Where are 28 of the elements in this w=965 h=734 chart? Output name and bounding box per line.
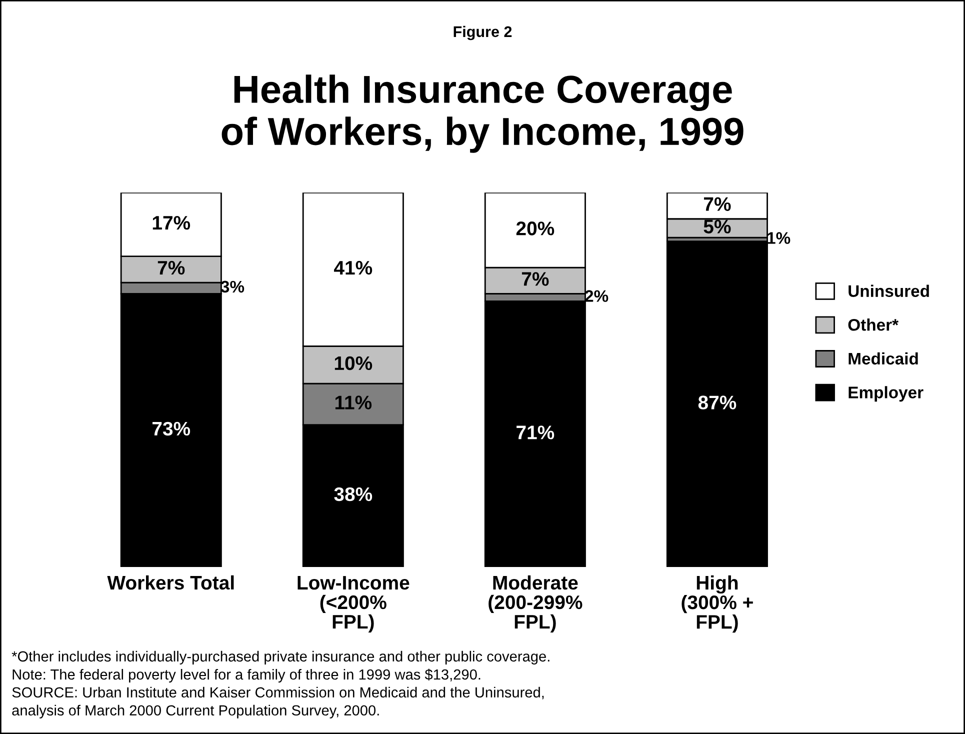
data-label: 38% <box>334 487 372 502</box>
bar <box>666 240 768 568</box>
data-label: 73% <box>152 422 190 436</box>
data-label: 7% <box>158 260 185 275</box>
text: *Other includes individually-purchased private insurance and other public coverage. <box>12 650 550 664</box>
legend-label: Medicaid <box>848 352 918 365</box>
data-label: 5% <box>704 220 731 234</box>
x-tick-label: Moderate (200-299% FPL) <box>488 575 582 633</box>
data-label: 41% <box>334 260 372 275</box>
data-label: 7% <box>522 272 549 286</box>
data-label: 87% <box>698 396 736 410</box>
x-tick-label: Workers Total <box>107 575 234 590</box>
data-label: 17% <box>152 216 190 230</box>
legend-label: Uninsured <box>848 284 929 297</box>
data-label: 11% <box>335 396 372 410</box>
x-tick-label: High (300% + FPL) <box>682 575 753 633</box>
text: analysis of March 2000 Current Population Survey, 2000. <box>12 704 379 718</box>
data-label: 10% <box>334 356 372 370</box>
x-tick-label: Low-Income (<200% FPL) <box>298 576 410 633</box>
legend-label: Other* <box>848 318 899 331</box>
chart-subtitle: Figure 2 <box>454 26 512 40</box>
data-label: 71% <box>516 426 554 440</box>
legend-label: Employer <box>848 386 924 402</box>
source-note: SOURCE: Urban Institute and Kaiser Commission on Medicaid and the Uninsured, <box>12 686 544 700</box>
data-label: 7% <box>704 197 731 211</box>
chart-title: Health Insurance Coverage of Workers, by Income, 1999 <box>222 74 744 153</box>
data-label: 20% <box>516 222 554 236</box>
text: Note: The federal poverty level for a family of three in 1999 was $13,290. <box>12 668 480 683</box>
